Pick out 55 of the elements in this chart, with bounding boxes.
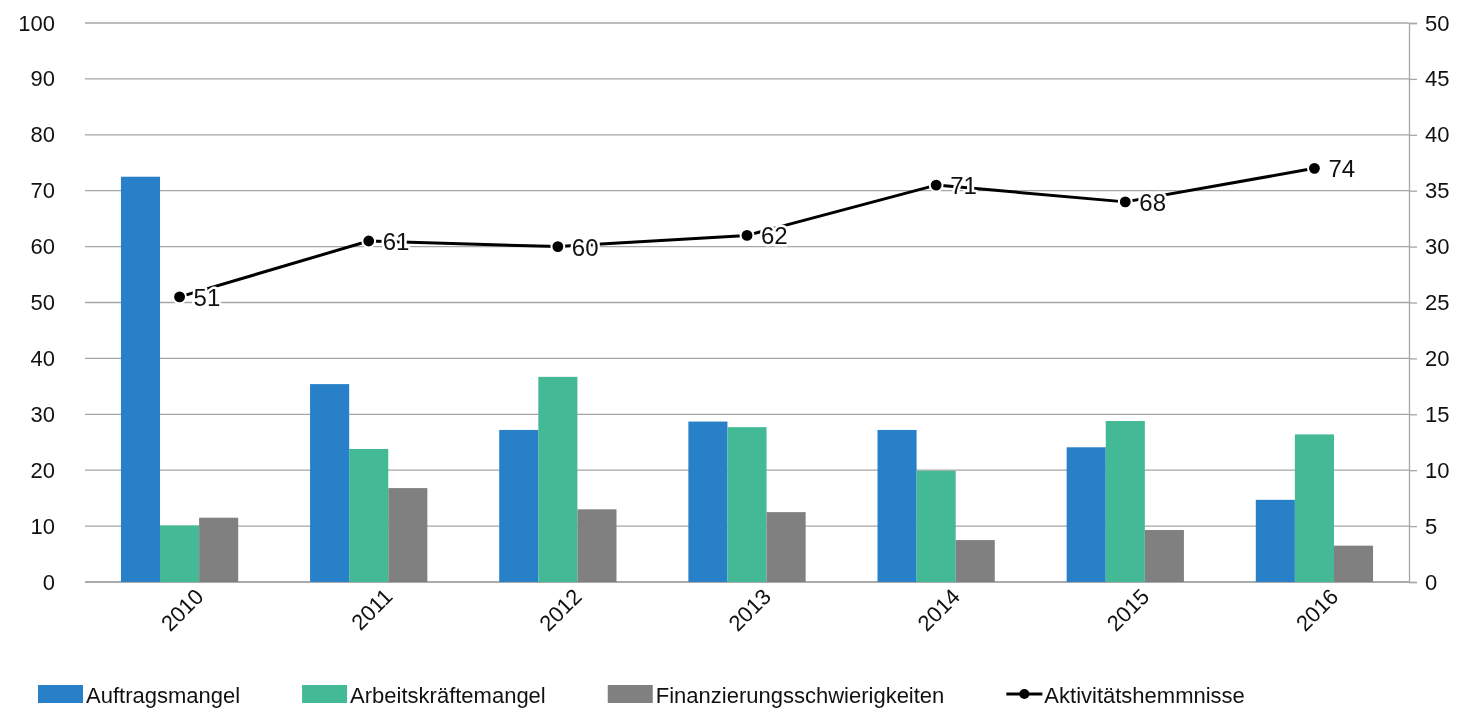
point: [361, 233, 377, 249]
bar: [349, 448, 389, 582]
y-tick-label: 40: [30, 345, 55, 371]
y-tick-label: 90: [30, 66, 55, 92]
y-tick-label: 10: [30, 513, 55, 539]
bar: [1066, 447, 1106, 582]
bar: [727, 427, 767, 582]
data-label: 74: [1328, 155, 1356, 183]
bar: [916, 470, 956, 582]
y-tick-label: 100: [18, 10, 55, 36]
y-tick-label: 20: [30, 457, 55, 483]
bar: [577, 509, 617, 582]
bar: [955, 540, 995, 582]
bar: [1294, 434, 1334, 582]
y2-tick-label: 5: [1425, 513, 1438, 539]
data-label: 62: [761, 222, 788, 250]
bar: [688, 421, 728, 582]
y2-tick-label: 30: [1425, 234, 1450, 260]
bar: [538, 376, 578, 582]
point: [1117, 194, 1133, 210]
point: [172, 289, 187, 305]
bar: [1144, 530, 1184, 582]
y-tick-label: 50: [30, 290, 55, 316]
y2-tick-label: 15: [1425, 401, 1450, 427]
legend-label: Auftragsmangel: [86, 683, 241, 708]
bar: [766, 512, 806, 582]
y-tick-label: 0: [42, 569, 55, 595]
point: [739, 228, 755, 243]
bar: [877, 429, 917, 582]
y2-tick-label: 10: [1425, 457, 1450, 483]
y2-tick-label: 20: [1425, 345, 1450, 371]
bar: [388, 488, 428, 582]
bar: [499, 429, 539, 582]
y2-tick-label: 0: [1425, 569, 1438, 595]
y2-tick-label: 45: [1425, 66, 1450, 92]
legend-label: Finanzierungsschwierigkeiten: [655, 683, 945, 708]
bar: [1255, 499, 1295, 582]
bar: [199, 517, 239, 582]
point: [928, 177, 944, 193]
legend-label: Arbeitskräftemangel: [350, 683, 546, 708]
bar: [160, 525, 200, 582]
bar: [120, 176, 161, 582]
bar: [1333, 545, 1374, 582]
y2-tick-label: 50: [1425, 10, 1450, 36]
bar: [1105, 421, 1145, 582]
data-label: 51: [193, 283, 221, 311]
y-tick-label: 80: [30, 122, 55, 148]
y2-tick-label: 35: [1425, 178, 1450, 204]
bar: [310, 384, 350, 582]
y2-tick-label: 40: [1425, 122, 1450, 148]
y-tick-label: 60: [30, 234, 55, 260]
y-tick-label: 70: [30, 178, 55, 204]
legend-label: Aktivitätshemmnisse: [1044, 683, 1245, 708]
y-tick-label: 30: [30, 401, 55, 427]
y2-tick-label: 25: [1425, 290, 1450, 316]
